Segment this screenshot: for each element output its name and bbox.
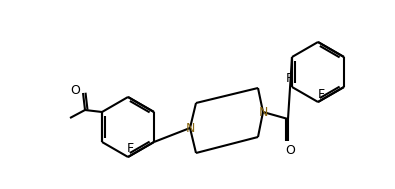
Text: N: N — [258, 105, 268, 119]
Text: O: O — [70, 84, 80, 98]
Text: F: F — [126, 142, 134, 154]
Text: F: F — [286, 73, 293, 85]
Text: N: N — [185, 122, 195, 135]
Text: F: F — [318, 88, 325, 101]
Text: O: O — [285, 143, 295, 156]
